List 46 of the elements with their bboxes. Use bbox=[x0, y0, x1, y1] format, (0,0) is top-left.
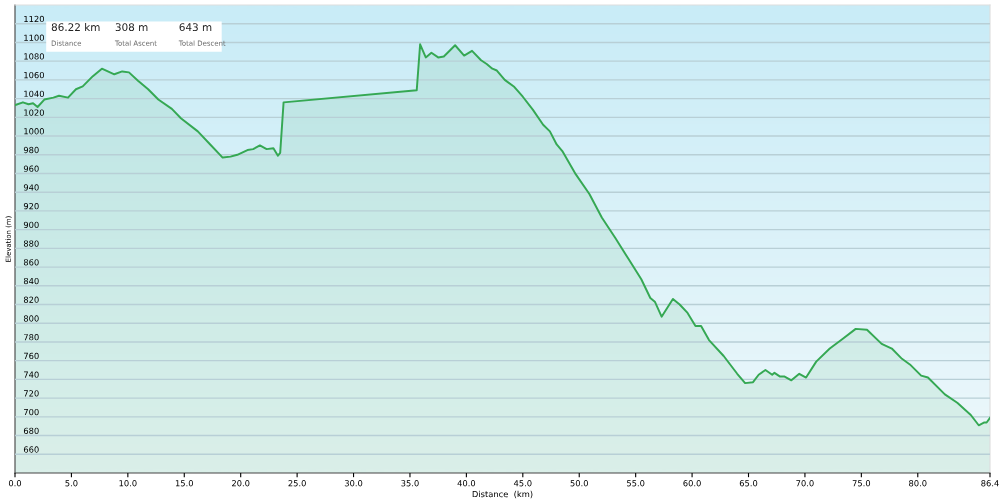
x-tick-label: 75.0 bbox=[852, 480, 871, 487]
x-tick-label: 30.0 bbox=[344, 480, 363, 487]
y-tick-label: 800 bbox=[23, 315, 39, 322]
y-tick-label: 1120 bbox=[24, 15, 44, 23]
x-tick-label: 86.4 bbox=[981, 480, 999, 487]
x-tick-label: 40.0 bbox=[457, 480, 476, 487]
y-tick-label: 920 bbox=[23, 203, 39, 210]
y-tick-label: 860 bbox=[23, 259, 39, 266]
x-tick-label: 50.0 bbox=[570, 480, 588, 487]
y-tick-label: 900 bbox=[23, 221, 39, 229]
y-tick-label: 980 bbox=[23, 146, 39, 154]
x-tick-label: 80.0 bbox=[909, 480, 927, 487]
y-tick-label: 1000 bbox=[24, 128, 44, 135]
y-tick-label: 1100 bbox=[24, 34, 44, 41]
x-tick-label: 35.0 bbox=[401, 480, 419, 487]
x-tick-label: 15.0 bbox=[175, 480, 193, 487]
y-tick-label: 740 bbox=[24, 371, 39, 378]
x-tick-label: 55.0 bbox=[627, 480, 645, 487]
y-tick-label: 960 bbox=[23, 165, 39, 172]
y-tick-label: 820 bbox=[23, 296, 39, 303]
annotation: 643 m bbox=[179, 23, 212, 32]
x-tick-label: 65.0 bbox=[739, 480, 758, 487]
x-tick-label: 60.0 bbox=[683, 480, 701, 487]
y-tick-label: 700 bbox=[24, 408, 39, 416]
x-tick-label: 5.0 bbox=[65, 480, 78, 487]
y-tick-label: 880 bbox=[23, 240, 39, 247]
x-tick-label: 45.0 bbox=[513, 480, 532, 487]
y-tick-label: 1020 bbox=[24, 109, 44, 116]
y-tick-label: 780 bbox=[24, 334, 39, 341]
y-tick-label: 660 bbox=[23, 446, 39, 453]
x-tick-label: 10.0 bbox=[119, 480, 137, 487]
annotation: 308 m bbox=[115, 23, 148, 32]
y-tick-label: 720 bbox=[24, 390, 39, 397]
y-tick-label: 940 bbox=[23, 184, 39, 191]
x-tick-label: 70.0 bbox=[796, 480, 814, 487]
x-tick-label: 25.0 bbox=[288, 480, 306, 487]
annotation: 86.22 km bbox=[51, 23, 100, 32]
y-tick-label: 840 bbox=[23, 277, 39, 285]
y-tick-label: 1060 bbox=[24, 71, 44, 79]
x-tick-label: 20.0 bbox=[232, 480, 250, 487]
x-tick-label: 0.0 bbox=[8, 480, 22, 487]
y-tick-label: 1040 bbox=[24, 90, 44, 97]
y-tick-label: 1080 bbox=[24, 53, 44, 60]
x-axis-title: Distance (km) bbox=[472, 490, 533, 499]
y-tick-label: 680 bbox=[23, 427, 39, 434]
y-tick-label: 760 bbox=[24, 352, 39, 360]
